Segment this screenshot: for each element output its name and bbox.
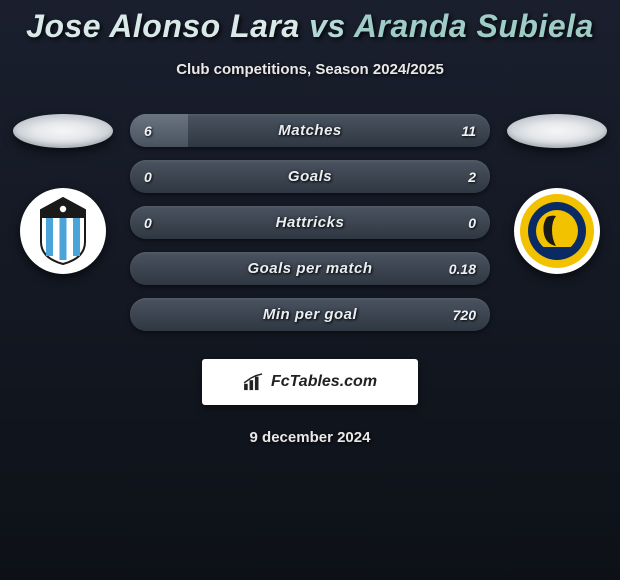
right-column [504,114,610,274]
ring-crest-icon [518,192,596,270]
stat-bar: 6 Matches 11 [130,114,490,147]
brand-label: FcTables.com [271,373,377,391]
page-root: Jose Alonso Lara vs Aranda Subiela Club … [0,0,620,446]
stats-column: 6 Matches 11 0 Goals 2 0 Hattricks 0 Goals per ma… [130,114,490,331]
stat-bar: 0 Hattricks 0 [130,206,490,239]
title-player2: Aranda Subiela [354,8,594,44]
shield-stripes-icon [35,196,91,266]
stat-bar: Min per goal 720 [130,298,490,331]
stat-label: Min per goal [263,306,357,323]
player2-avatar-placeholder [507,114,607,148]
bar-chart-icon [243,373,265,391]
stat-value-left: 6 [144,123,152,139]
player1-club-badge [20,188,106,274]
title-vs: vs [309,8,346,44]
comparison-row: 6 Matches 11 0 Goals 2 0 Hattricks 0 Goals per ma… [0,114,620,331]
stat-label: Hattricks [276,214,345,231]
brand-badge: FcTables.com [202,359,418,405]
subtitle: Club competitions, Season 2024/2025 [0,61,620,78]
footer-date: 9 december 2024 [0,429,620,446]
title-player1: Jose Alonso Lara [26,8,300,44]
stat-value-right: 0.18 [449,261,476,277]
stat-value-right: 11 [461,123,476,139]
stat-value-right: 720 [453,307,476,323]
stat-bar: 0 Goals 2 [130,160,490,193]
stat-label: Matches [278,122,342,139]
stat-fill-left [130,114,188,147]
stat-label: Goals per match [247,260,372,277]
player2-club-badge [514,188,600,274]
page-title: Jose Alonso Lara vs Aranda Subiela [0,8,620,45]
stat-value-right: 2 [468,169,476,185]
stat-label: Goals [288,168,332,185]
stat-bar: Goals per match 0.18 [130,252,490,285]
stat-value-right: 0 [468,215,476,231]
left-column [10,114,116,274]
stat-value-left: 0 [144,169,152,185]
stat-value-left: 0 [144,215,152,231]
player1-avatar-placeholder [13,114,113,148]
